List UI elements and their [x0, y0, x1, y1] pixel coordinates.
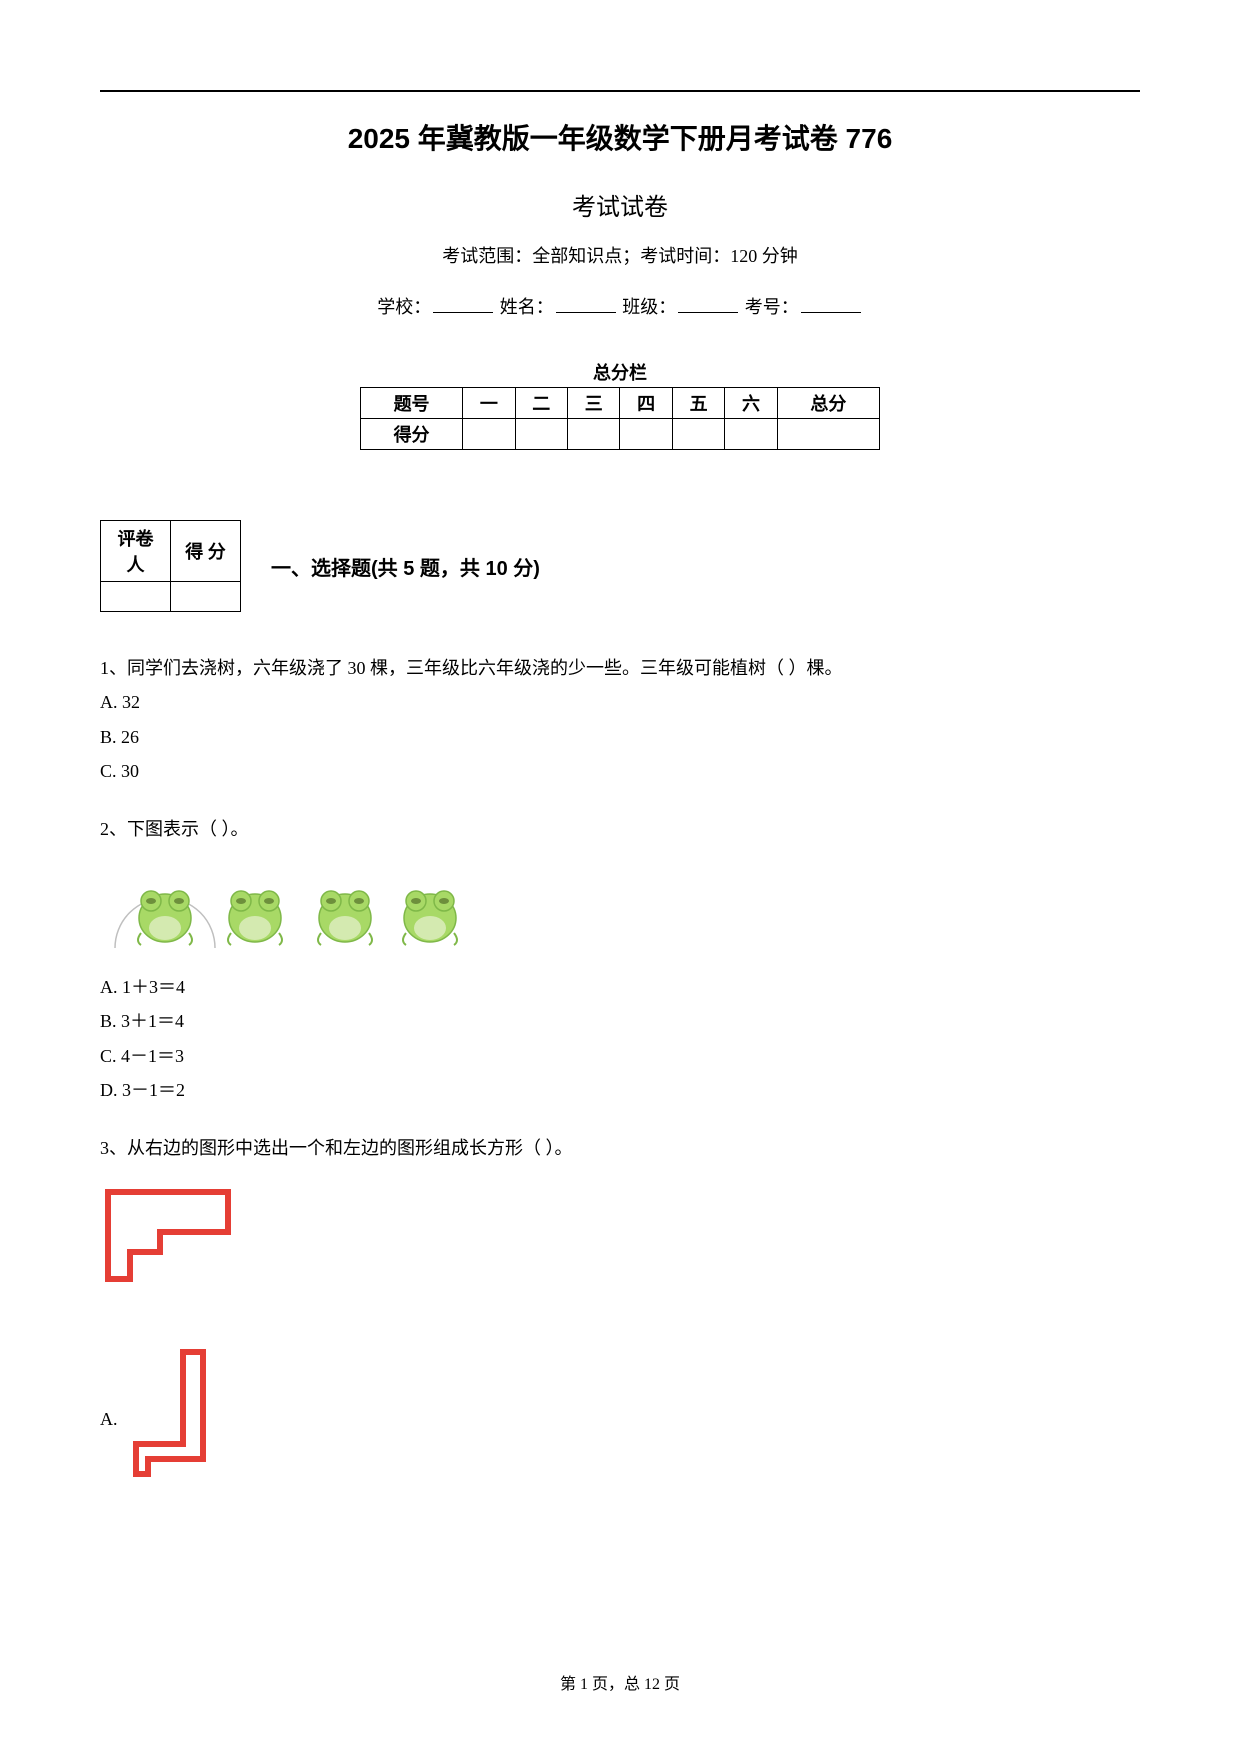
question-text: 1、同学们去浇树，六年级浇了 30 棵，三年级比六年级浇的少一些。三年级可能植树…: [100, 652, 1140, 684]
examno-blank[interactable]: [801, 312, 861, 313]
col-header: 三: [568, 388, 620, 419]
option-b: B. 3＋1＝4: [100, 1005, 1140, 1037]
table-row: [101, 582, 241, 612]
frogs-image: [100, 853, 480, 963]
score-row-label: 得分: [361, 419, 463, 450]
table-row: 题号 一 二 三 四 五 六 总分: [361, 388, 880, 419]
col-header: 五: [672, 388, 724, 419]
table-row: 评卷人 得 分: [101, 521, 241, 582]
subtitle: 考试试卷: [100, 187, 1140, 222]
col-header: 总分: [777, 388, 879, 419]
shape-a-svg: [128, 1344, 218, 1484]
option-c: C. 30: [100, 755, 1140, 787]
question-text: 2、下图表示（ ）。: [100, 813, 1140, 845]
student-fields: 学校： 姓名： 班级： 考号：: [100, 293, 1140, 319]
option-a-shape: [128, 1344, 218, 1494]
class-label: 班级：: [622, 297, 676, 317]
q3-main-shape: [100, 1184, 1140, 1294]
class-blank[interactable]: [678, 312, 738, 313]
col-header: 一: [463, 388, 515, 419]
row-header: 题号: [361, 388, 463, 419]
reviewer-table: 评卷人 得 分: [100, 520, 241, 612]
page-footer: 第 1 页，总 12 页: [0, 1670, 1240, 1694]
reviewer-score-label: 得 分: [171, 521, 241, 582]
school-blank[interactable]: [433, 312, 493, 313]
question-1: 1、同学们去浇树，六年级浇了 30 棵，三年级比六年级浇的少一些。三年级可能植树…: [100, 652, 1140, 788]
examno-label: 考号：: [745, 297, 799, 317]
question-2: 2、下图表示（ ）。: [100, 813, 1140, 1107]
score-cell[interactable]: [568, 419, 620, 450]
frog-icon: [138, 891, 192, 945]
option-a: A. 1＋3＝4: [100, 971, 1140, 1003]
score-cell[interactable]: [725, 419, 777, 450]
l-shape-path: [108, 1192, 228, 1279]
col-header: 二: [515, 388, 567, 419]
question-text: 3、从右边的图形中选出一个和左边的图形组成长方形（ ）。: [100, 1132, 1140, 1164]
option-d: D. 3－1＝2: [100, 1074, 1140, 1106]
frog-icon: [403, 891, 457, 945]
section-header-row: 评卷人 得 分 一、选择题(共 5 题，共 10 分): [100, 520, 1140, 612]
section-title: 一、选择题(共 5 题，共 10 分): [271, 552, 540, 581]
option-a-label: A.: [100, 1403, 118, 1435]
frog-icon: [228, 891, 282, 945]
option-a-row: A.: [100, 1334, 1140, 1504]
name-label: 姓名：: [500, 297, 554, 317]
col-header: 四: [620, 388, 672, 419]
reviewer-score-cell[interactable]: [171, 582, 241, 612]
score-table-wrapper: 总分栏 题号 一 二 三 四 五 六 总分 得分: [360, 359, 880, 450]
shape-svg: [100, 1184, 235, 1284]
option-c: C. 4－1＝3: [100, 1040, 1140, 1072]
score-cell[interactable]: [620, 419, 672, 450]
score-cell[interactable]: [463, 419, 515, 450]
option-a: A. 32: [100, 686, 1140, 718]
main-title: 2025 年冀教版一年级数学下册月考试卷 776: [100, 117, 1140, 157]
option-b: B. 26: [100, 721, 1140, 753]
name-blank[interactable]: [556, 312, 616, 313]
col-header: 六: [725, 388, 777, 419]
frog-icon: [318, 891, 372, 945]
reviewer-label: 评卷人: [101, 521, 171, 582]
exam-info: 考试范围：全部知识点；考试时间：120 分钟: [100, 242, 1140, 268]
table-row: 得分: [361, 419, 880, 450]
shape-a-path: [136, 1352, 203, 1474]
reviewer-cell[interactable]: [101, 582, 171, 612]
score-cell[interactable]: [515, 419, 567, 450]
score-table: 题号 一 二 三 四 五 六 总分 得分: [360, 387, 880, 450]
score-cell[interactable]: [672, 419, 724, 450]
frogs-svg: [100, 853, 480, 963]
question-3: 3、从右边的图形中选出一个和左边的图形组成长方形（ ）。 A.: [100, 1132, 1140, 1505]
score-cell[interactable]: [777, 419, 879, 450]
school-label: 学校：: [377, 297, 431, 317]
top-rule-line: [100, 90, 1140, 92]
score-table-title: 总分栏: [360, 359, 880, 385]
